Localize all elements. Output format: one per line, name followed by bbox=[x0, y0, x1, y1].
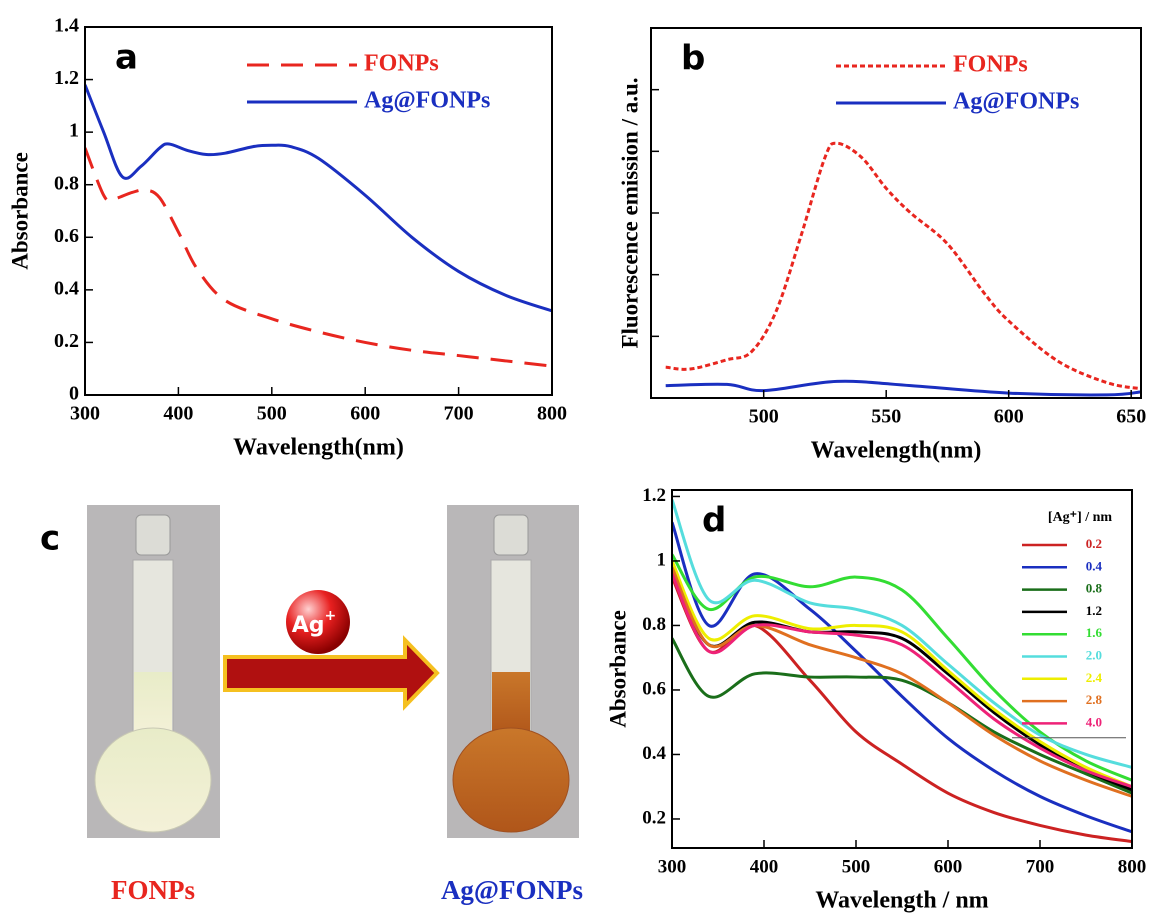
legend-label: 4.0 bbox=[1086, 714, 1102, 729]
y-tick-label: 1 bbox=[657, 549, 667, 570]
x-tick-label: 400 bbox=[163, 403, 193, 425]
x-tick-label: 300 bbox=[658, 856, 687, 877]
plot-frame bbox=[84, 26, 553, 396]
legend-title: [Ag⁺] / nm bbox=[1048, 510, 1113, 525]
x-tick-label: 800 bbox=[1118, 856, 1147, 877]
y-tick-label: 0.6 bbox=[642, 678, 666, 699]
reagent-ball bbox=[286, 590, 350, 654]
reagent: Ag bbox=[292, 613, 325, 638]
y-axis-label: Absorbance bbox=[7, 152, 32, 270]
x-tick-label: 550 bbox=[871, 406, 901, 428]
liquid bbox=[134, 672, 172, 737]
legend-label: 0.2 bbox=[1086, 536, 1102, 551]
y-tick-label: 1 bbox=[69, 120, 79, 142]
arrow bbox=[223, 635, 440, 711]
plot-frame bbox=[650, 27, 1142, 399]
panel-letter: a bbox=[115, 38, 138, 78]
x-tick-label: 700 bbox=[1026, 856, 1055, 877]
panel-letter: b bbox=[681, 39, 705, 79]
chart: 500 550 600 650 Wavelength(nm) Fluorescence e… bbox=[617, 27, 1146, 464]
x-tick-label: 650 bbox=[1116, 406, 1146, 428]
y-tick-label: 0.8 bbox=[54, 172, 79, 194]
stopper bbox=[135, 514, 171, 556]
y-tick-label: 0 bbox=[69, 383, 79, 405]
y-tick-label: 1.2 bbox=[642, 485, 666, 506]
data-line bbox=[672, 499, 1132, 769]
plot-frame bbox=[671, 489, 1133, 849]
x-tick-label: 600 bbox=[994, 406, 1024, 428]
panel-c: c Ag+ FONPs Ag@FONPs bbox=[40, 505, 583, 905]
bulb bbox=[452, 727, 570, 833]
chart: 300 400 500 600 700 800 0.2 0.4 0.6 0.8 1 1.2 Wavele… bbox=[605, 485, 1146, 913]
left-label: FONPs bbox=[111, 875, 195, 905]
legend-label: 0.8 bbox=[1086, 581, 1103, 596]
x-axis-label: Wavelength(nm) bbox=[233, 435, 404, 461]
y-tick-label: 0.8 bbox=[642, 614, 666, 635]
y-tick-label: 0.6 bbox=[54, 225, 79, 247]
reagent-charge: + bbox=[325, 608, 337, 624]
stopper bbox=[493, 514, 529, 556]
x-axis-label: Wavelength(nm) bbox=[811, 438, 982, 464]
data-line bbox=[672, 521, 1132, 834]
legend-label: 2.0 bbox=[1086, 647, 1102, 662]
data-line bbox=[85, 84, 552, 313]
x-tick-label: 800 bbox=[537, 403, 567, 425]
legend-label: FONPs bbox=[364, 51, 439, 77]
x-tick-label: 700 bbox=[444, 403, 474, 425]
bulb bbox=[94, 727, 212, 833]
y-tick-label: 1.4 bbox=[54, 15, 79, 37]
legend-label: 1.2 bbox=[1086, 603, 1102, 618]
legend-label: 0.4 bbox=[1086, 558, 1103, 573]
legend-label: Ag@FONPs bbox=[953, 89, 1079, 115]
liquid bbox=[492, 672, 530, 737]
data-line bbox=[672, 637, 1132, 795]
panel-letter: c bbox=[40, 519, 60, 559]
y-tick-label: 0.2 bbox=[642, 807, 666, 828]
data-line bbox=[85, 147, 552, 368]
reagent-label: Ag+ bbox=[292, 608, 337, 638]
legend-label: 2.4 bbox=[1086, 670, 1103, 685]
data-line bbox=[665, 379, 1141, 397]
data-line bbox=[672, 573, 1132, 789]
legend-label: 1.6 bbox=[1086, 625, 1103, 640]
y-tick-label: 0.4 bbox=[54, 277, 79, 299]
x-tick-label: 600 bbox=[350, 403, 380, 425]
x-tick-label: 600 bbox=[934, 856, 963, 877]
data-line bbox=[672, 576, 1132, 844]
x-tick-label: 300 bbox=[70, 403, 100, 425]
y-tick-label: 0.2 bbox=[54, 330, 79, 352]
legend-label: FONPs bbox=[953, 52, 1028, 78]
data-line bbox=[665, 141, 1141, 391]
panel-letter: d bbox=[702, 501, 726, 541]
chart: 300 400 500 600 700 800 0 0.2 0.4 0.6 0.8 1 1.2 1.4 Wa… bbox=[7, 15, 567, 461]
x-tick-label: 500 bbox=[842, 856, 871, 877]
y-tick-label: 0.4 bbox=[642, 743, 666, 764]
right-label: Ag@FONPs bbox=[441, 875, 583, 905]
y-tick-label: 1.2 bbox=[54, 67, 79, 89]
x-tick-label: 400 bbox=[750, 856, 779, 877]
data-line bbox=[672, 566, 1132, 798]
legend-label: 2.8 bbox=[1086, 692, 1103, 707]
x-tick-label: 500 bbox=[749, 406, 779, 428]
data-line bbox=[672, 560, 1132, 789]
y-axis-label: Absorbance bbox=[605, 610, 630, 728]
legend-label: Ag@FONPs bbox=[364, 88, 490, 114]
x-tick-label: 500 bbox=[257, 403, 287, 425]
x-axis-label: Wavelength / nm bbox=[815, 888, 988, 913]
y-axis-label: Fluorescence emission / a.u. bbox=[617, 77, 642, 348]
